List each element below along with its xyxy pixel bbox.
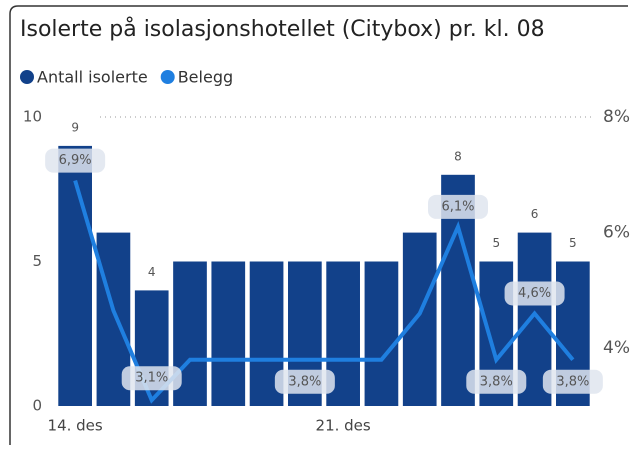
data-label-box	[466, 369, 527, 394]
legend-marker	[20, 70, 34, 84]
panel-border	[9, 5, 628, 445]
y-tick-label: 10	[23, 108, 42, 126]
y2-tick-label: 6%	[603, 223, 630, 243]
y2-tick-label: 8%	[603, 107, 630, 127]
bar	[58, 145, 92, 406]
legend-marker	[160, 70, 175, 84]
bar-value-label: 5	[569, 236, 577, 250]
line-value-label: 4,6%	[518, 286, 551, 301]
line-value-label: 3,8%	[556, 374, 589, 389]
line-value-label: 6,1%	[441, 199, 474, 214]
y-tick-label: 5	[32, 252, 42, 270]
bar	[364, 261, 399, 406]
y2-tick-label: 4%	[603, 338, 630, 358]
bar-value-label: 9	[71, 120, 79, 134]
bar	[402, 232, 437, 406]
data-label-box	[504, 281, 565, 306]
chart-title: Isolerte på isolasjonshotellet (Citybox)…	[20, 16, 545, 42]
bar-value-label: 8	[454, 149, 462, 163]
line-value-label: 3,8%	[288, 374, 321, 389]
bar-value-label: 4	[148, 265, 156, 279]
x-tick-label: 14. des	[48, 417, 103, 435]
data-label-box	[274, 369, 335, 394]
data-label-box	[45, 148, 106, 173]
legend-label: Belegg	[178, 68, 233, 87]
y-tick-label: 0	[32, 397, 42, 415]
x-tick-label: 21. des	[316, 417, 371, 435]
data-label-box	[428, 194, 488, 219]
bar-value-label: 6	[531, 207, 539, 221]
bar	[211, 261, 246, 406]
data-label-box	[542, 369, 603, 394]
bar-value-label: 5	[492, 236, 500, 250]
line	[73, 180, 575, 404]
line-value-label: 3,8%	[480, 374, 513, 389]
legend-label: Antall isolerte	[37, 68, 148, 87]
line-value-label: 3,1%	[135, 371, 168, 386]
data-label-box	[121, 366, 182, 391]
line-value-label: 6,9%	[59, 153, 92, 168]
